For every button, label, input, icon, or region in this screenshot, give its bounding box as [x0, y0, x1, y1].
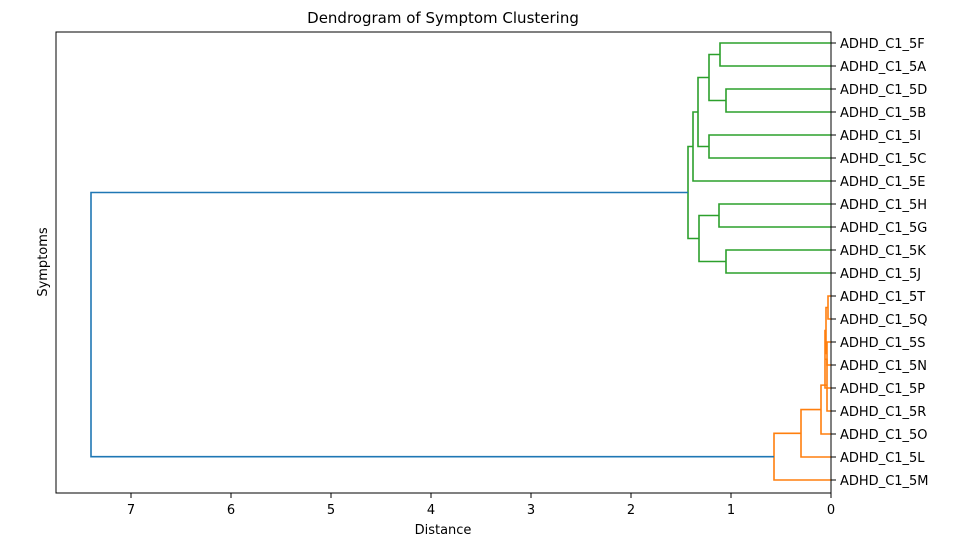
- leaf-label: ADHD_C1_5H: [840, 198, 927, 213]
- x-tick-label: 5: [327, 503, 335, 518]
- x-tick-label: 1: [727, 503, 735, 518]
- leaf-label: ADHD_C1_5C: [840, 152, 926, 167]
- x-tick-label: 0: [827, 503, 835, 518]
- leaf-label: ADHD_C1_5P: [840, 382, 925, 397]
- leaf-label: ADHD_C1_5K: [840, 244, 926, 259]
- leaf-label: ADHD_C1_5M: [840, 474, 929, 489]
- x-tick-label: 2: [627, 503, 635, 518]
- x-tick-label: 6: [227, 503, 235, 518]
- leaf-label: ADHD_C1_5I: [840, 129, 921, 144]
- leaf-label: ADHD_C1_5S: [840, 336, 926, 351]
- y-axis-ticks: ADHD_C1_5F ADHD_C1_5A ADHD_C1_5D ADHD_C1_5B…: [831, 37, 929, 489]
- leaf-label: ADHD_C1_5R: [840, 405, 926, 420]
- leaf-label: ADHD_C1_5E: [840, 175, 926, 190]
- x-axis-ticks: 7 6 5 4 3 2 1 0: [127, 493, 835, 518]
- leaf-label: ADHD_C1_5O: [840, 428, 928, 443]
- leaf-label: ADHD_C1_5L: [840, 451, 925, 466]
- x-tick-label: 3: [527, 503, 535, 518]
- x-axis-label: Distance: [415, 523, 472, 538]
- x-tick-label: 4: [427, 503, 435, 518]
- leaf-label: ADHD_C1_5G: [840, 221, 927, 236]
- leaf-label: ADHD_C1_5D: [840, 83, 927, 98]
- leaf-label: ADHD_C1_5A: [840, 60, 926, 75]
- leaf-label: ADHD_C1_5F: [840, 37, 925, 52]
- chart-title: Dendrogram of Symptom Clustering: [307, 9, 579, 27]
- leaf-label: ADHD_C1_5J: [840, 267, 921, 282]
- leaf-label: ADHD_C1_5Q: [840, 313, 928, 328]
- leaf-label: ADHD_C1_5B: [840, 106, 926, 121]
- dendrogram-link: [90, 191, 774, 458]
- leaf-label: ADHD_C1_5T: [840, 290, 925, 305]
- leaf-label: ADHD_C1_5N: [840, 359, 927, 374]
- dendrogram-links: [90, 42, 831, 481]
- y-axis-label: Symptoms: [36, 227, 51, 297]
- plot-frame: [55, 31, 832, 494]
- x-tick-label: 7: [127, 503, 135, 518]
